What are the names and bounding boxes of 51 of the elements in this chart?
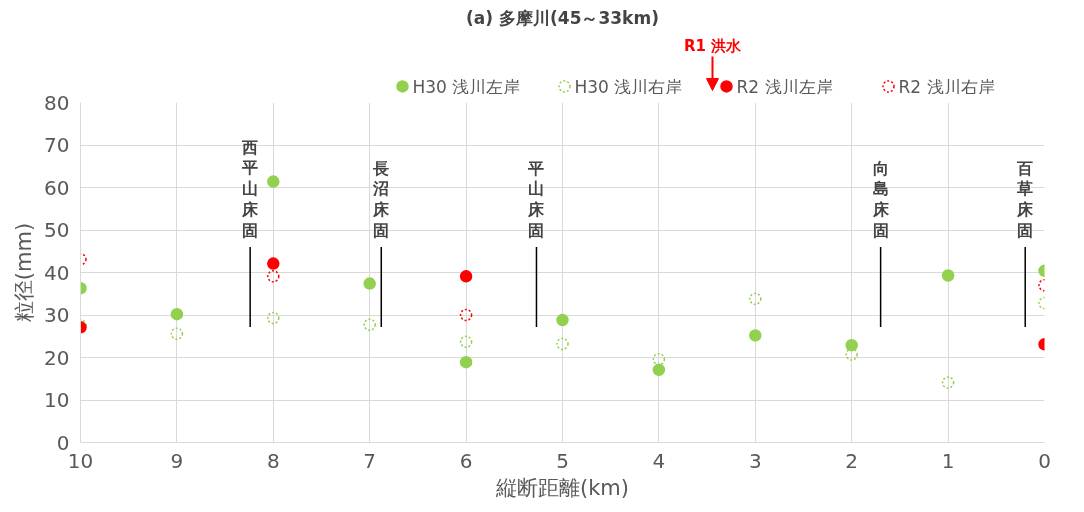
x-tick-label: 8: [266, 448, 280, 473]
point: [556, 313, 569, 327]
ref-line-label: 百草床固: [1016, 158, 1035, 241]
point: [941, 376, 955, 389]
y-tick-label: 40: [44, 260, 70, 285]
point: [556, 337, 569, 351]
x-tick-label: 7: [363, 448, 377, 473]
point: [459, 355, 473, 369]
point: [652, 363, 666, 377]
x-tick-label: 9: [170, 448, 184, 473]
y-tick-label: 0: [56, 430, 70, 455]
y-tick-label: 60: [44, 175, 70, 200]
point: [170, 307, 184, 321]
point: [170, 327, 184, 340]
ref-line-label: 向島床固: [871, 158, 890, 241]
x-tick-label: 1: [941, 448, 955, 473]
point: [363, 318, 376, 332]
x-tick-label: 0: [1038, 448, 1051, 473]
y-tick-label: 50: [44, 218, 70, 242]
y-tick-label: 70: [44, 133, 70, 157]
point: [845, 348, 858, 361]
legend-label: H30 浅川左岸: [412, 76, 521, 97]
x-tick-label: 4: [652, 448, 666, 473]
ref-line-label: 西平山床固: [241, 137, 260, 241]
point: [749, 292, 762, 306]
y-tick-label: 20: [44, 345, 70, 370]
legend-label: R2 浅川右岸: [898, 76, 995, 97]
y-tick-label: 10: [44, 388, 70, 412]
legend-label: H30 浅川右岸: [574, 76, 683, 97]
text: R1 洪水: [683, 36, 743, 55]
ref-line-label: 平山床固: [527, 158, 546, 241]
ref-line-label: 長沼床固: [372, 158, 391, 241]
x-tick-label: 3: [748, 448, 762, 473]
point: [652, 352, 666, 366]
point: [363, 277, 376, 290]
point: [845, 338, 858, 352]
y-tick-label: 80: [44, 90, 70, 115]
legend-label: R2 浅川左岸: [736, 76, 833, 97]
point: [267, 311, 280, 325]
x-axis-title: 縦断距離(km): [495, 475, 630, 500]
x-tick-label: 5: [556, 448, 569, 473]
point: [941, 269, 955, 282]
x-tick-label: 6: [459, 448, 473, 473]
chart-title: (a) 多摩川(45～33km): [466, 7, 659, 28]
point: [459, 335, 473, 349]
point: [267, 175, 280, 188]
y-axis-title: 粒径(mm): [12, 222, 37, 323]
x-tick-label: 2: [845, 448, 859, 473]
x-tick-label: 10: [67, 448, 94, 473]
y-tick-label: 30: [44, 303, 70, 327]
point: [749, 329, 762, 342]
